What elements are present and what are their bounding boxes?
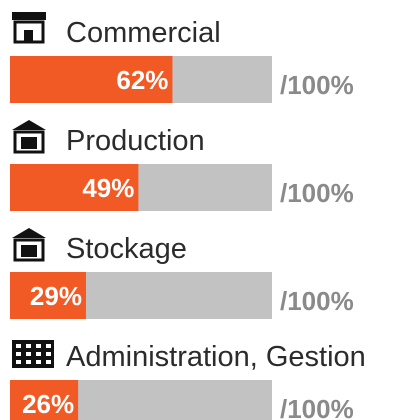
icon-part xyxy=(13,238,45,262)
progress-item: Administration, Gestion 26% /100% xyxy=(10,340,366,420)
icon-part xyxy=(46,360,51,364)
progress-bar xyxy=(10,56,173,103)
icon-part xyxy=(12,228,46,238)
progress-item: Production 49% /100% xyxy=(10,120,354,211)
value-label: 26% xyxy=(22,389,74,419)
progress-bar xyxy=(10,380,79,420)
max-label: /100% xyxy=(280,286,354,316)
progress-item: Stockage 29% /100% xyxy=(10,228,354,319)
icon-part xyxy=(12,12,46,20)
icon-part xyxy=(26,352,31,356)
icon-part xyxy=(21,245,37,257)
max-label: /100% xyxy=(280,70,354,100)
icon-part xyxy=(36,360,41,364)
icon-part xyxy=(46,344,51,348)
icon-part xyxy=(13,130,45,154)
icon-part xyxy=(16,352,21,356)
value-label: 49% xyxy=(82,173,134,203)
progress-item: Commercial 62% /100% xyxy=(10,12,354,103)
icon-part xyxy=(26,344,31,348)
value-label: 62% xyxy=(116,65,168,95)
icon-part xyxy=(46,352,51,356)
value-label: 29% xyxy=(30,281,82,311)
icon-part xyxy=(16,360,21,364)
progress-bar xyxy=(10,164,139,211)
max-label: /100% xyxy=(280,178,354,208)
icon-part xyxy=(16,344,21,348)
icon-part xyxy=(12,120,46,130)
icon-part xyxy=(24,30,33,42)
category-label: Production xyxy=(66,125,205,157)
category-label: Administration, Gestion xyxy=(66,341,366,373)
icon-part xyxy=(26,360,31,364)
max-label: /100% xyxy=(280,394,354,420)
icon-part xyxy=(36,344,41,348)
progress-bar xyxy=(10,272,86,319)
category-label: Stockage xyxy=(66,233,187,265)
icon-part xyxy=(36,352,41,356)
category-label: Commercial xyxy=(66,17,221,49)
icon-part xyxy=(21,137,37,149)
